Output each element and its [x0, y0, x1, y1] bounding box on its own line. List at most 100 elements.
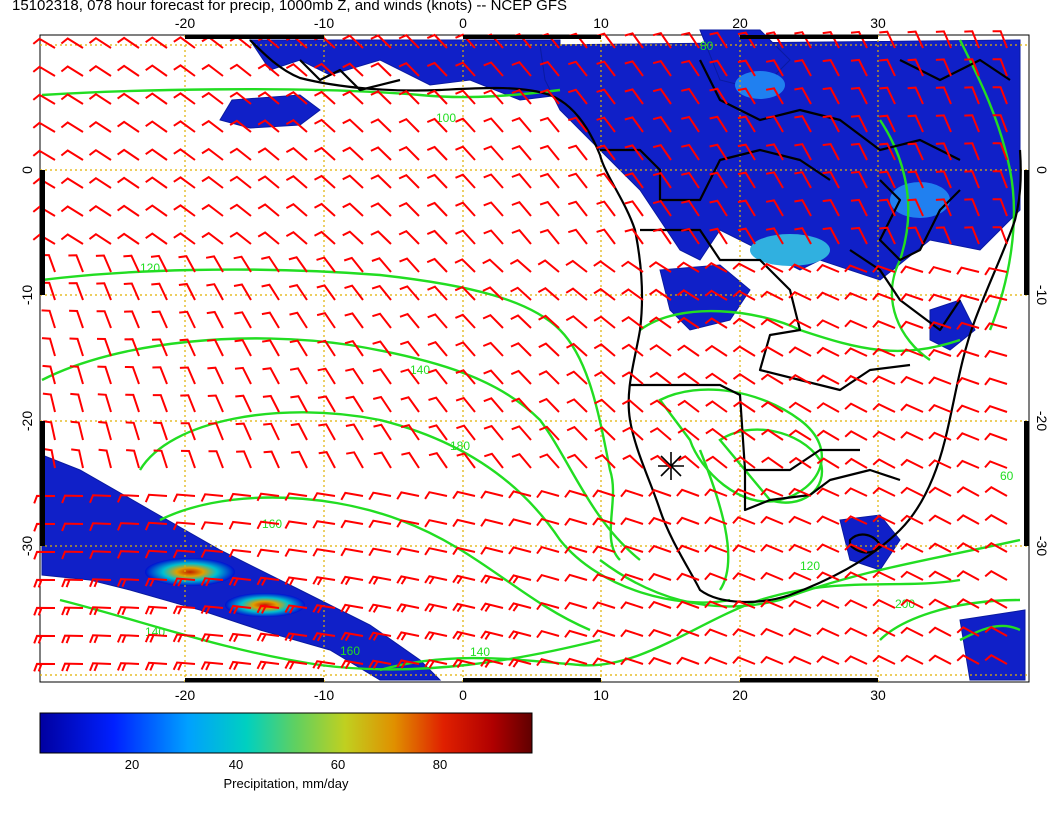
wind-barb — [228, 576, 252, 587]
wind-barb — [316, 284, 336, 301]
wind-barb — [345, 423, 364, 441]
wind-barb — [566, 342, 588, 357]
wind-barb — [200, 633, 224, 643]
wind-barb — [760, 515, 784, 525]
wind-barbs — [32, 30, 1008, 672]
wind-barb — [844, 457, 868, 469]
wind-barb — [400, 423, 420, 441]
wind-barb — [346, 451, 364, 469]
wind-barb — [676, 572, 700, 581]
wind-barb — [88, 120, 112, 133]
wind-barb — [205, 255, 224, 273]
wind-barb — [290, 422, 308, 441]
wind-barb — [96, 282, 112, 301]
wind-barb — [228, 604, 252, 615]
wind-barb — [256, 604, 280, 614]
wind-barb — [398, 34, 420, 49]
wind-barb — [398, 90, 420, 105]
wind-barb — [539, 200, 560, 217]
wind-barb — [368, 491, 392, 501]
wind-barb — [620, 489, 644, 498]
wind-barb — [788, 543, 812, 553]
wind-barb — [900, 598, 924, 609]
wind-barb — [340, 491, 364, 501]
wind-barb — [676, 628, 700, 637]
wind-barb — [872, 402, 896, 413]
wind-barb — [536, 517, 560, 527]
wind-barb — [60, 37, 84, 49]
wind-barb — [737, 227, 756, 245]
wind-barb — [844, 374, 868, 385]
wind-barb — [173, 120, 196, 133]
wind-barb — [398, 118, 420, 133]
wind-barb — [564, 629, 588, 638]
wind-barb — [822, 87, 840, 105]
wind-barb — [400, 396, 420, 413]
wind-barb — [201, 147, 224, 161]
wind-barb — [284, 660, 308, 670]
wind-barb — [956, 626, 980, 637]
wind-barb — [343, 256, 364, 273]
wind-barb — [428, 452, 448, 469]
wind-barb — [284, 548, 308, 557]
wind-barb — [732, 656, 756, 665]
wind-barb — [508, 518, 532, 527]
wind-barb — [32, 121, 56, 133]
wind-barb — [788, 627, 812, 637]
wind-barb — [398, 146, 420, 161]
wind-barb — [872, 458, 896, 469]
wind-barb — [677, 455, 700, 469]
wind-barb — [33, 606, 56, 616]
wind-barb — [398, 174, 420, 189]
wind-barb — [900, 514, 924, 525]
wind-barb — [992, 86, 1008, 105]
wind-barb — [596, 144, 616, 161]
wind-barb — [900, 570, 924, 581]
wind-barb — [200, 577, 224, 587]
wind-barb — [89, 494, 112, 504]
wind-barb — [816, 487, 840, 497]
wind-barb — [709, 115, 728, 133]
wind-barb — [508, 490, 532, 499]
wind-barb — [621, 371, 644, 385]
wind-barb — [285, 202, 308, 217]
wind-barb — [594, 426, 616, 441]
wind-barb — [822, 227, 840, 245]
wind-barb — [483, 173, 504, 189]
wind-barb — [624, 88, 644, 105]
wind-barb — [620, 573, 644, 582]
wind-barb — [145, 204, 168, 217]
lon-label: 30 — [870, 15, 886, 31]
wind-barb — [900, 542, 924, 553]
wind-barb — [33, 634, 56, 644]
wind-barb — [229, 203, 252, 217]
wind-barb — [565, 315, 588, 329]
wind-barb — [844, 319, 868, 329]
wind-barb — [372, 368, 392, 385]
wind-barb — [32, 177, 56, 189]
wind-barb — [681, 143, 700, 161]
wind-barb — [844, 264, 868, 273]
wind-barb — [150, 254, 168, 273]
wind-barb — [984, 485, 1008, 497]
wind-barb — [566, 425, 588, 441]
wind-barb — [317, 395, 336, 413]
wind-barb — [455, 145, 476, 161]
wind-barb — [173, 176, 196, 189]
wind-barb — [126, 449, 140, 469]
wind-barb — [262, 367, 280, 385]
wind-barb — [43, 448, 56, 469]
wind-barb — [257, 91, 280, 105]
wind-barb — [676, 289, 700, 301]
wind-barb — [117, 92, 140, 105]
wind-barb — [144, 605, 168, 615]
lat-label: 0 — [1034, 166, 1050, 174]
wind-barb — [60, 65, 84, 77]
wind-barb — [89, 662, 112, 672]
wind-barb — [794, 143, 812, 161]
wind-barb — [704, 628, 728, 637]
wind-barb — [822, 59, 840, 77]
wind-barb — [370, 62, 392, 77]
wind-barb — [455, 201, 476, 217]
wind-barb — [508, 602, 532, 612]
